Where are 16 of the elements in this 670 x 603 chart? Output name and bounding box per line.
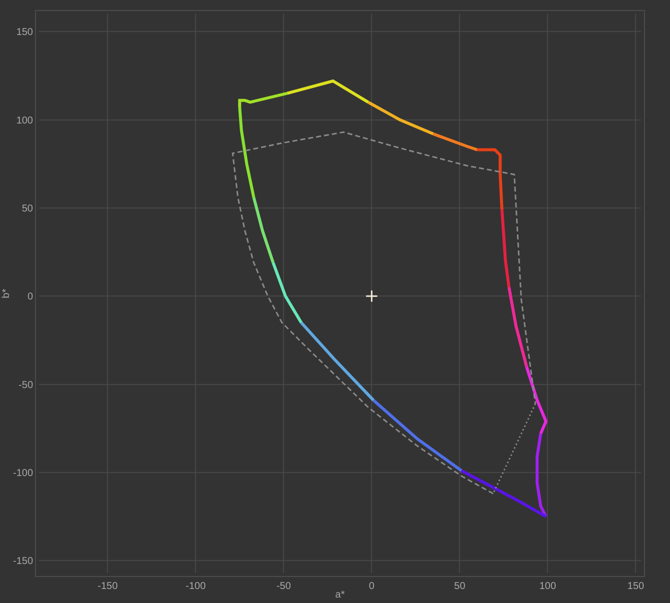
x-tick-label: 150 <box>627 581 644 592</box>
x-tick-label: 0 <box>368 581 375 592</box>
x-tick-label: -150 <box>98 581 118 592</box>
y-tick-label: -100 <box>12 468 34 479</box>
y-tick-label: -50 <box>18 380 34 391</box>
y-tick-label: 0 <box>27 292 34 303</box>
y-tick-label: 100 <box>16 115 34 126</box>
y-axis-title: b* <box>0 288 12 298</box>
x-axis-title: a* <box>335 590 345 600</box>
x-tick-label: -100 <box>186 581 206 592</box>
y-tick-label: 150 <box>16 27 34 38</box>
y-tick-label: 50 <box>22 203 34 214</box>
x-tick-label: 50 <box>454 581 466 592</box>
x-tick-label: -50 <box>276 581 292 592</box>
y-tick-label: -150 <box>12 556 34 568</box>
x-tick-label: 100 <box>539 581 556 592</box>
